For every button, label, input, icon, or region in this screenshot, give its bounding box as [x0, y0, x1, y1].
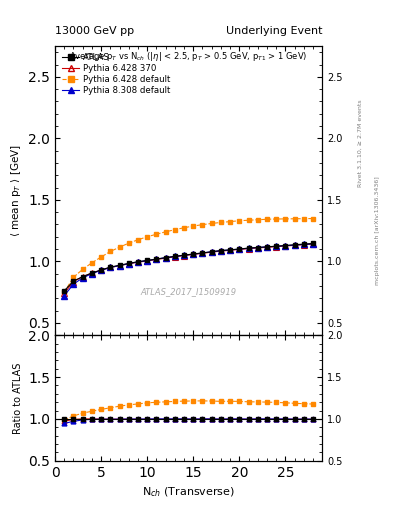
X-axis label: N$_{ch}$ (Transverse): N$_{ch}$ (Transverse) — [142, 485, 235, 499]
Text: 13000 GeV pp: 13000 GeV pp — [55, 26, 134, 36]
Legend: ATLAS, Pythia 6.428 370, Pythia 6.428 default, Pythia 8.308 default: ATLAS, Pythia 6.428 370, Pythia 6.428 de… — [59, 50, 173, 98]
Text: mcplots.cern.ch [arXiv:1306.3436]: mcplots.cern.ch [arXiv:1306.3436] — [375, 176, 380, 285]
Text: Rivet 3.1.10, ≥ 2.7M events: Rivet 3.1.10, ≥ 2.7M events — [358, 99, 363, 187]
Y-axis label: $\langle$ mean p$_T$ $\rangle$ [GeV]: $\langle$ mean p$_T$ $\rangle$ [GeV] — [9, 144, 23, 237]
Text: ATLAS_2017_I1509919: ATLAS_2017_I1509919 — [141, 287, 237, 296]
Text: Underlying Event: Underlying Event — [226, 26, 322, 36]
Y-axis label: Ratio to ATLAS: Ratio to ATLAS — [13, 362, 23, 434]
Text: Average p$_T$ vs N$_{ch}$ ($|\eta|$ < 2.5, p$_T$ > 0.5 GeV, p$_{T1}$ > 1 GeV): Average p$_T$ vs N$_{ch}$ ($|\eta|$ < 2.… — [70, 50, 308, 63]
